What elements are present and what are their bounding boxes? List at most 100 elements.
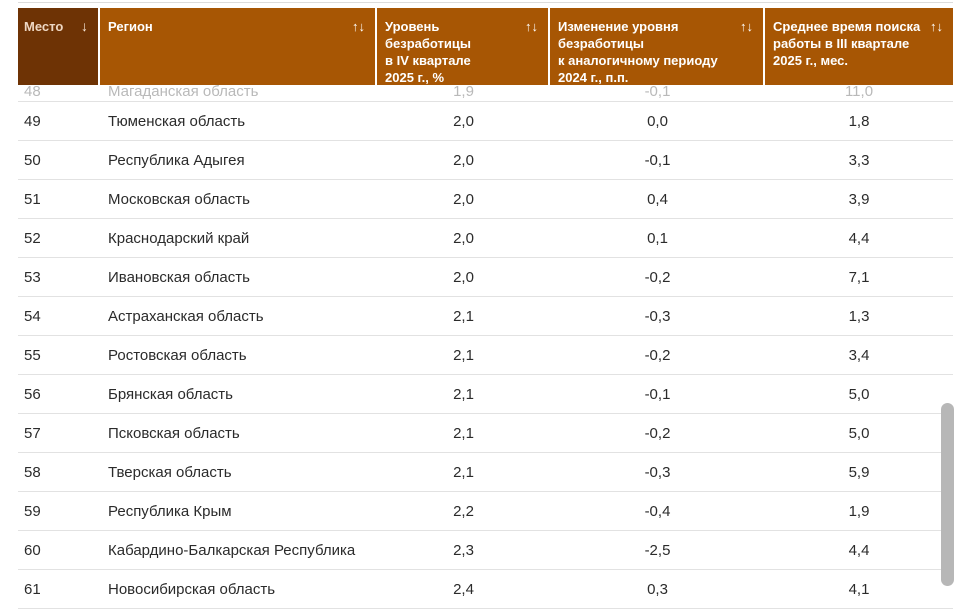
cell-place: 54 — [24, 307, 41, 325]
cell-place: 53 — [24, 268, 41, 286]
cell-change: -0,2 — [644, 346, 671, 364]
cell-change: -0,4 — [644, 502, 671, 520]
top-divider — [18, 2, 953, 3]
cell-unemployment-level: 2,4 — [453, 580, 474, 598]
cell-place: 56 — [24, 385, 41, 403]
cell-change: -0,1 — [644, 385, 671, 403]
cell-place: 50 — [24, 151, 41, 169]
table-row: 61 Новосибирская область 2,4 0,3 4,1 — [18, 570, 953, 609]
cell-place: 49 — [24, 112, 41, 130]
column-header-unemployment-level-label: Уровень безработицы в IV квартале 2025 г… — [385, 19, 471, 85]
cell-search-time: 5,9 — [848, 463, 870, 481]
table-body: 48 Магаданская область 1,9 -0,1 11,0 49 Тюменс… — [18, 85, 953, 609]
cell-search-time: 4,4 — [848, 229, 870, 247]
cell-region: Кабардино-Балкарская Республика — [108, 541, 356, 559]
cell-search-time: 5,0 — [848, 385, 870, 403]
cell-region: Брянская область — [108, 385, 233, 403]
cell-change: 0,0 — [647, 112, 668, 130]
column-header-region[interactable]: Регион ↑↓ — [100, 8, 377, 85]
cell-place: 55 — [24, 346, 41, 364]
cell-change: 0,3 — [647, 580, 668, 598]
cell-search-time: 3,4 — [848, 346, 870, 364]
cell-place: 48 — [24, 85, 41, 100]
cell-change: -0,3 — [644, 307, 671, 325]
sort-toggle-icon: ↑↓ — [352, 19, 365, 34]
cell-region: Ивановская область — [108, 268, 250, 286]
cell-unemployment-level: 2,0 — [453, 112, 474, 130]
column-header-place-label: Место — [24, 19, 64, 34]
cell-region: Республика Адыгея — [108, 151, 245, 169]
cell-unemployment-level: 2,0 — [453, 151, 474, 169]
cell-place: 51 — [24, 190, 41, 208]
sort-toggle-icon: ↑↓ — [740, 19, 753, 34]
cell-region: Тверская область — [108, 463, 232, 481]
cell-search-time: 1,8 — [848, 112, 870, 130]
cell-search-time: 1,3 — [848, 307, 870, 325]
cell-place: 57 — [24, 424, 41, 442]
sort-toggle-icon: ↑↓ — [930, 19, 943, 34]
table-row: 53 Ивановская область 2,0 -0,2 7,1 — [18, 258, 953, 297]
table-header: Место ↓ Регион ↑↓ Уровень безработицы в … — [18, 8, 953, 85]
column-header-search-time[interactable]: Среднее время поиска работы в III кварта… — [765, 8, 953, 85]
cell-place: 52 — [24, 229, 41, 247]
sort-descending-icon: ↓ — [81, 18, 88, 34]
column-header-region-label: Регион — [108, 19, 153, 34]
cell-change: -0,1 — [644, 151, 671, 169]
cell-search-time: 3,3 — [848, 151, 870, 169]
table-row: 49 Тюменская область 2,0 0,0 1,8 — [18, 102, 953, 141]
cell-change: 0,4 — [647, 190, 668, 208]
cell-unemployment-level: 1,9 — [453, 85, 474, 100]
cell-change: -0,2 — [644, 424, 671, 442]
cell-unemployment-level: 2,2 — [453, 502, 474, 520]
table-row: 51 Московская область 2,0 0,4 3,9 — [18, 180, 953, 219]
cell-search-time: 5,0 — [848, 424, 870, 442]
table-row: 55 Ростовская область 2,1 -0,2 3,4 — [18, 336, 953, 375]
table-row: 60 Кабардино-Балкарская Республика 2,3 -2,5… — [18, 531, 953, 570]
cell-search-time: 1,9 — [848, 502, 870, 520]
column-header-change-label: Изменение уровня безработицы к аналогичн… — [558, 19, 718, 85]
cell-unemployment-level: 2,0 — [453, 268, 474, 286]
cell-change: -2,5 — [644, 541, 671, 559]
unemployment-table: Место ↓ Регион ↑↓ Уровень безработицы в … — [18, 8, 953, 609]
cell-place: 60 — [24, 541, 41, 559]
cell-search-time: 4,1 — [848, 580, 870, 598]
cell-region: Псковская область — [108, 424, 240, 442]
cell-unemployment-level: 2,1 — [453, 463, 474, 481]
cell-unemployment-level: 2,0 — [453, 190, 474, 208]
table-row: 58 Тверская область 2,1 -0,3 5,9 — [18, 453, 953, 492]
cell-unemployment-level: 2,1 — [453, 385, 474, 403]
cell-region: Ростовская область — [108, 346, 247, 364]
table-row: 50 Республика Адыгея 2,0 -0,1 3,3 — [18, 141, 953, 180]
cell-region: Новосибирская область — [108, 580, 276, 598]
table-row: 59 Республика Крым 2,2 -0,4 1,9 — [18, 492, 953, 531]
column-header-unemployment-level[interactable]: Уровень безработицы в IV квартале 2025 г… — [377, 8, 550, 85]
table-row: 52 Краснодарский край 2,0 0,1 4,4 — [18, 219, 953, 258]
cell-change: -0,2 — [644, 268, 671, 286]
column-header-search-time-label: Среднее время поиска работы в III кварта… — [773, 19, 921, 68]
cell-region: Московская область — [108, 190, 250, 208]
cell-unemployment-level: 2,1 — [453, 346, 474, 364]
table-row: 48 Магаданская область 1,9 -0,1 11,0 — [18, 85, 953, 102]
cell-place: 58 — [24, 463, 41, 481]
table-row: 56 Брянская область 2,1 -0,1 5,0 — [18, 375, 953, 414]
sort-toggle-icon: ↑↓ — [525, 19, 538, 34]
cell-unemployment-level: 2,1 — [453, 307, 474, 325]
cell-region: Астраханская область — [108, 307, 264, 325]
cell-search-time: 3,9 — [848, 190, 870, 208]
cell-region: Тюменская область — [108, 112, 246, 130]
cell-unemployment-level: 2,0 — [453, 229, 474, 247]
table-row: 54 Астраханская область 2,1 -0,3 1,3 — [18, 297, 953, 336]
cell-search-time: 4,4 — [848, 541, 870, 559]
cell-change: 0,1 — [647, 229, 668, 247]
cell-place: 61 — [24, 580, 41, 598]
cell-unemployment-level: 2,1 — [453, 424, 474, 442]
column-header-change[interactable]: Изменение уровня безработицы к аналогичн… — [550, 8, 765, 85]
vertical-scrollbar-thumb[interactable] — [941, 403, 954, 586]
cell-region: Магаданская область — [108, 85, 259, 100]
cell-unemployment-level: 2,3 — [453, 541, 474, 559]
cell-change: -0,1 — [644, 85, 671, 100]
cell-search-time: 11,0 — [844, 85, 874, 100]
column-header-place[interactable]: Место ↓ — [18, 8, 100, 85]
cell-place: 59 — [24, 502, 41, 520]
